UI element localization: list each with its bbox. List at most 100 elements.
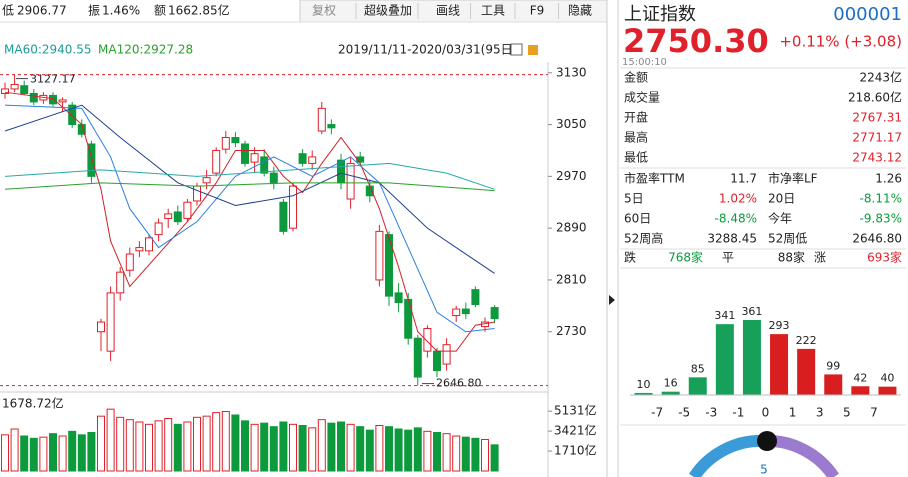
volume-bar xyxy=(68,430,77,472)
volume-bar xyxy=(298,425,307,472)
volume-bar xyxy=(135,421,144,472)
stat-value: -8.48% xyxy=(715,212,757,226)
stat-value: -8.11% xyxy=(860,192,902,206)
stat-value: 1.02% xyxy=(719,192,757,206)
x-tick-label: 1 xyxy=(789,406,797,420)
time: 15:00:10 xyxy=(622,57,667,68)
volume-bar xyxy=(125,419,134,472)
candle-body xyxy=(442,344,451,365)
y-tick-label: 3050 xyxy=(556,117,587,131)
x-tick-label: 7 xyxy=(870,406,878,420)
toolbar-button[interactable]: 隐藏 xyxy=(568,4,592,18)
candle-body xyxy=(269,172,278,184)
gauge-arc xyxy=(688,434,765,477)
value-label: 361 xyxy=(741,305,762,318)
lock-icon[interactable] xyxy=(528,45,538,55)
index-code: 000001 xyxy=(833,4,902,25)
stat-value: 2646.80 xyxy=(852,232,902,246)
stat-label: 今年 xyxy=(768,211,792,226)
candle-body xyxy=(68,104,77,126)
low-value: 2906.77 xyxy=(17,4,67,18)
toolbar-button[interactable]: 复权 xyxy=(312,4,336,18)
stat-label: 52周低 xyxy=(768,232,807,246)
stat-label: 市盈率TTM xyxy=(624,171,685,186)
candle-body xyxy=(385,234,393,297)
candle-body xyxy=(29,92,38,103)
change: +0.11% (+3.08) xyxy=(779,33,902,51)
stat-label: 60日 xyxy=(624,212,651,226)
annotation: 2646.80 xyxy=(436,377,482,390)
amt-label: 额 xyxy=(154,4,166,18)
volume-bar xyxy=(337,421,345,472)
range-button[interactable] xyxy=(510,43,523,56)
volume-bar xyxy=(308,427,317,472)
distribution-bar xyxy=(878,386,897,395)
stat-label: 市净率LF xyxy=(768,171,818,186)
stat-label: 20日 xyxy=(768,192,795,206)
candle-body xyxy=(1,88,9,94)
value-label: 341 xyxy=(714,309,735,322)
candle-body xyxy=(404,298,413,339)
candle-body xyxy=(106,292,115,352)
ma60-legend: MA60:2940.55 xyxy=(4,43,92,57)
volume-bar xyxy=(356,426,365,472)
volume-bar xyxy=(39,436,48,472)
toolbar-button[interactable]: 画线 xyxy=(436,4,460,18)
volume-bar xyxy=(423,430,432,472)
candle-body xyxy=(164,213,173,219)
volume-bar xyxy=(490,444,499,472)
candle-body xyxy=(327,124,336,129)
stat-value: 3288.45 xyxy=(707,232,757,246)
toolbar-button[interactable]: F9 xyxy=(530,4,545,18)
row-label: 开盘 xyxy=(624,110,648,125)
amt-value: 1662.85亿 xyxy=(168,3,230,18)
y-tick-label: 1710亿 xyxy=(554,443,597,458)
y-tick-label: 2730 xyxy=(556,324,587,338)
x-tick-label: -5 xyxy=(678,406,690,420)
down-count: 768家 xyxy=(668,250,703,265)
value-label: 42 xyxy=(853,371,867,384)
volume-bar xyxy=(106,408,115,472)
row-label: 最高 xyxy=(624,130,648,145)
toolbar-button[interactable]: 超级叠加 xyxy=(364,3,412,18)
collapse-arrow[interactable] xyxy=(609,295,615,305)
volume-title: 1678.72亿 xyxy=(2,396,64,411)
moving-average xyxy=(4,162,495,190)
gauge-label: 5 xyxy=(760,463,768,477)
volume-bar xyxy=(250,423,259,472)
x-tick-label: 5 xyxy=(843,406,851,420)
candle-body xyxy=(202,177,211,184)
volume-bar xyxy=(145,423,153,472)
toolbar-button[interactable]: 工具 xyxy=(481,4,505,18)
candle-body xyxy=(317,107,326,132)
distribution-bar xyxy=(797,348,816,395)
volume-bar xyxy=(10,428,19,472)
value-label: 85 xyxy=(691,362,705,375)
value-label: 222 xyxy=(796,334,817,347)
value-label: 40 xyxy=(880,372,894,385)
y-tick-label: 3130 xyxy=(556,65,587,79)
candle-body xyxy=(452,308,461,317)
stat-value: 1.26 xyxy=(875,172,902,186)
volume-bar xyxy=(260,422,269,472)
distribution-bar xyxy=(742,320,761,395)
ma120-legend: MA120:2927.28 xyxy=(98,43,193,57)
candle-body xyxy=(49,94,57,105)
volume-bar xyxy=(87,432,96,472)
volume-bar xyxy=(404,429,413,472)
price: 2750.30 xyxy=(623,22,769,60)
y-tick-label: 2890 xyxy=(556,221,587,235)
candle-body xyxy=(58,99,67,103)
row-label: 金额 xyxy=(624,70,648,85)
volume-bar xyxy=(317,419,326,472)
value-label: 16 xyxy=(664,377,678,390)
distribution-bar xyxy=(770,334,789,395)
candle-body xyxy=(375,230,384,281)
flat-label: 平 xyxy=(722,251,734,265)
volume-bar xyxy=(413,427,422,472)
volume-bar xyxy=(212,412,221,472)
annotation: 3127.17 xyxy=(30,73,76,86)
candle-body xyxy=(308,156,317,164)
volume-bar xyxy=(269,426,278,472)
